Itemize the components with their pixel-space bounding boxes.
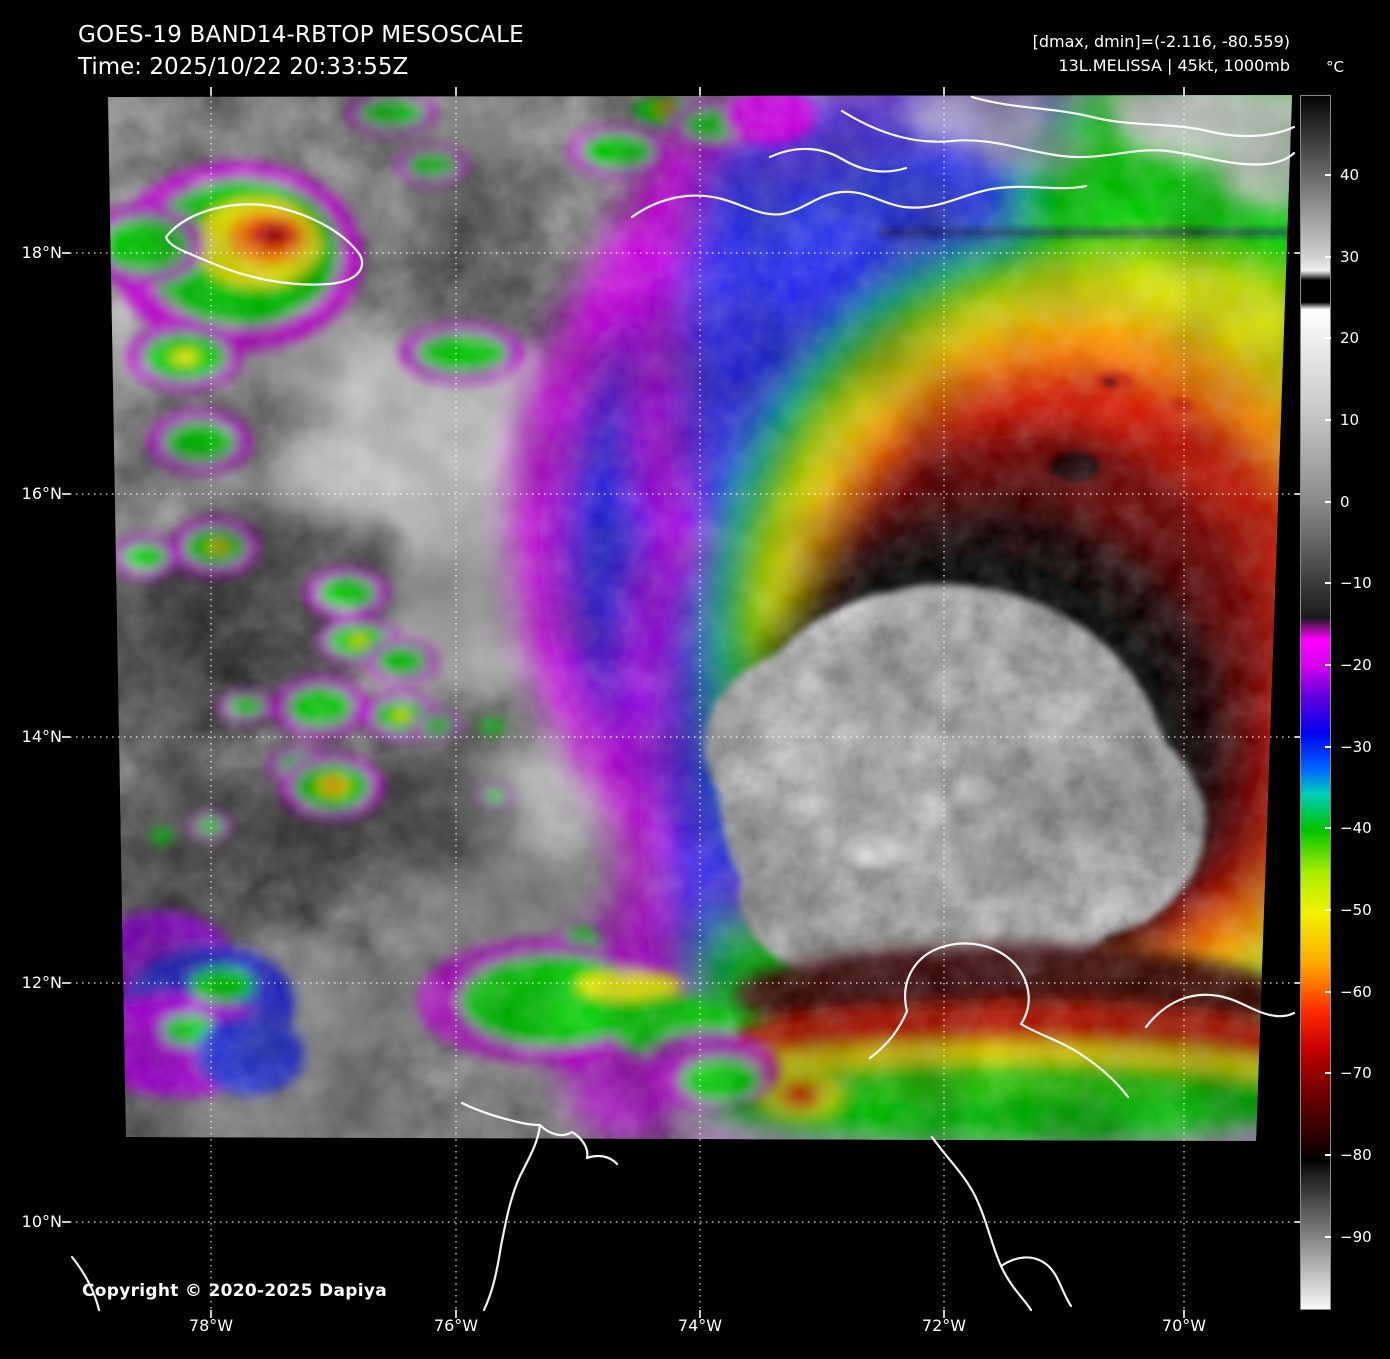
lat-label: 10°N <box>21 1212 62 1231</box>
lat-label: 12°N <box>21 973 62 992</box>
colorbar-label: 20 <box>1340 329 1360 347</box>
lon-label: 70°W <box>1161 1316 1207 1335</box>
colorbar-label: −50 <box>1340 901 1372 919</box>
coastline-colombia <box>460 1101 542 1312</box>
colorbar-label: −90 <box>1340 1228 1372 1246</box>
range-info: [dmax, dmin]=(-2.116, -80.559) <box>1032 32 1290 51</box>
colorbar-unit: °C <box>1326 58 1344 76</box>
colorbar-label: 30 <box>1340 248 1360 266</box>
lat-label: 16°N <box>21 484 62 503</box>
coastline-guajira <box>868 942 1130 1099</box>
colorbar-tick <box>1325 174 1331 176</box>
gridlines <box>70 95 1295 1310</box>
coastline-hispaniola <box>630 184 1088 219</box>
coastline-venezuela <box>930 1135 1033 1312</box>
satellite-image <box>62 87 1303 1318</box>
copyright-notice: Copyright © 2020-2025 Dapiya <box>82 1281 387 1301</box>
colorbar-label: 10 <box>1340 411 1360 429</box>
coastline-jamaica <box>164 203 363 286</box>
data-region <box>108 95 1292 1141</box>
colorbar-label: −20 <box>1340 656 1372 674</box>
colorbar-label: −60 <box>1340 983 1372 1001</box>
colorbar-label: 0 <box>1340 493 1350 511</box>
coastline-cuba <box>840 109 1296 166</box>
lat-label: 18°N <box>21 243 62 262</box>
header-info: [dmax, dmin]=(-2.116, -80.559) 13L.MELIS… <box>1033 30 1290 78</box>
storm-info: 13L.MELISSA | 45kt, 1000mb <box>1058 56 1290 75</box>
colorbar-label: −80 <box>1340 1146 1372 1164</box>
lon-label: 72°W <box>921 1316 967 1335</box>
colorbar <box>1300 95 1331 1310</box>
colorbar-label: 40 <box>1340 166 1360 184</box>
timestamp: Time: 2025/10/22 20:33:55Z <box>78 54 409 80</box>
lon-label: 78°W <box>188 1316 234 1335</box>
page-title: GOES-19 BAND14-RBTOP MESOSCALE <box>78 22 524 48</box>
lat-label: 14°N <box>21 727 62 746</box>
colorbar-label: −30 <box>1340 738 1372 756</box>
coastlines <box>70 95 1296 1312</box>
colorbar-label: −40 <box>1340 819 1372 837</box>
colorbar-label: −10 <box>1340 574 1372 592</box>
lon-label: 76°W <box>433 1316 479 1335</box>
colorbar-label: −70 <box>1340 1064 1372 1082</box>
lon-label: 74°W <box>677 1316 723 1335</box>
